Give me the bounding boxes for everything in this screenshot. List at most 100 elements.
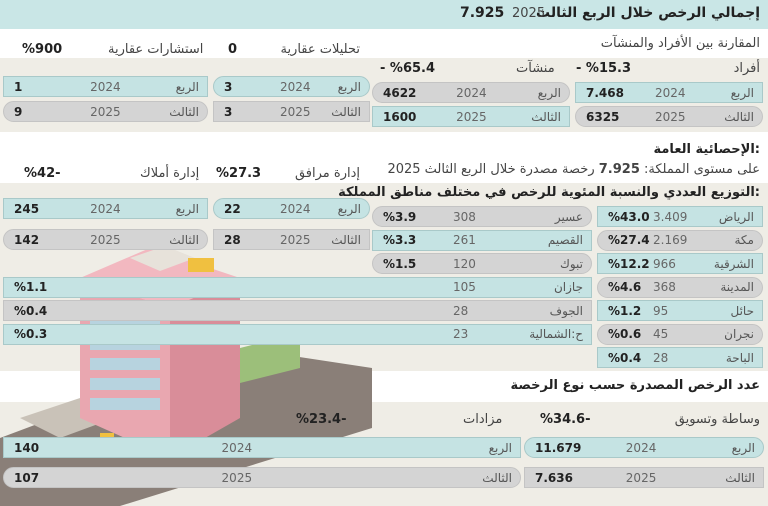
row-label: تبوك	[559, 256, 583, 271]
property-change: %42-	[24, 166, 61, 181]
row-value: 7.468	[586, 85, 624, 100]
individuals-label: أفراد	[733, 61, 760, 76]
general-prefix: على مستوى المملكة:	[644, 162, 760, 177]
building-illustration	[0, 246, 372, 506]
row-label: الربع	[537, 85, 561, 100]
header-band	[0, 0, 768, 29]
row-middle: 2025	[221, 470, 253, 485]
row-value: 6325	[586, 109, 620, 124]
region-row: حائل 95 %1.2	[597, 300, 763, 321]
analysis-row: الثالث 2025 3	[213, 101, 370, 122]
row-value: %12.2	[608, 256, 650, 271]
row-label: الربع	[730, 85, 754, 100]
row-middle: 2024	[625, 440, 657, 455]
row-middle: 308	[453, 209, 476, 224]
auctions-change: %23.4-	[296, 412, 347, 427]
region-row: الرياض 3.409 %43.0	[597, 206, 763, 227]
consulting-label: استشارات عقارية	[108, 42, 204, 57]
types-title: عدد الرخص المصدرة حسب نوع الرخصة	[510, 378, 760, 393]
row-label: مكة	[734, 233, 755, 247]
row-label: الثالث	[169, 232, 199, 247]
analysis-change: 0	[228, 42, 238, 57]
row-label: جازان	[553, 280, 583, 294]
facilities-row: الربع 2024 22	[213, 198, 370, 219]
row-label: الثالث	[331, 104, 361, 119]
row-middle: 120	[453, 256, 476, 271]
row-value: 1600	[383, 109, 417, 124]
row-label: حائل	[730, 303, 754, 318]
region-row: القصيم 261 %3.3	[372, 229, 592, 251]
row-label: ح:الشمالية	[529, 327, 583, 341]
row-middle: 2025	[279, 104, 311, 119]
row-label: الرياض	[718, 209, 754, 224]
establishments-change: - %65.4	[380, 61, 436, 76]
individuals-row: الثالث 2025 6325	[575, 106, 763, 127]
regions-title: التوزيع العددي والنسبة المئوية للرخص في …	[338, 185, 760, 200]
row-value: %4.6	[608, 280, 642, 294]
row-middle: 2024	[279, 201, 311, 216]
row-label: الربع	[175, 79, 199, 94]
row-label: الثالث	[331, 232, 361, 247]
general-line: على مستوى المملكة: 7.925 رخصة مصدرة خلال…	[387, 162, 760, 177]
row-middle: 23	[453, 327, 469, 341]
row-middle: 28	[453, 303, 469, 318]
auctions-label: مزادات	[463, 412, 503, 427]
row-label: الثالث	[531, 109, 561, 124]
row-value: 9	[14, 104, 23, 119]
row-value: %0.6	[608, 327, 642, 341]
analysis-row: الربع 2024 3	[213, 76, 370, 97]
row-middle: 105	[453, 280, 476, 294]
row-middle: 2024	[456, 85, 487, 100]
row-label: الربع	[175, 201, 199, 216]
row-value: 22	[224, 201, 241, 216]
row-middle: 966	[653, 256, 676, 271]
facilities-label: إدارة مرافق	[294, 166, 360, 181]
row-middle: 2024	[654, 85, 686, 100]
row-value: %43.0	[608, 209, 650, 224]
row-value: %0.4	[608, 350, 642, 365]
general-total: 7.925	[598, 162, 640, 177]
consulting-row: الربع 2024 1	[3, 76, 208, 97]
row-label: الباحة	[725, 350, 754, 365]
row-value: 28	[224, 232, 241, 247]
row-label: الثالث	[725, 470, 755, 485]
row-middle: 95	[653, 303, 669, 318]
row-middle: 2024	[90, 201, 121, 216]
region-row: مكة 2.169 %27.4	[597, 229, 763, 251]
brokerage-change: %34.6-	[540, 412, 591, 427]
row-label: الثالث	[169, 104, 199, 119]
row-value: %27.4	[608, 233, 650, 247]
comparison-title: المقارنة بين الأفراد والمنشآت	[600, 36, 760, 51]
consulting-change: %900	[22, 42, 63, 57]
row-value: %0.3	[14, 327, 48, 341]
facilities-row: الثالث 2025 28	[213, 229, 370, 250]
row-middle: 2025	[90, 232, 121, 247]
row-label: الربع	[488, 440, 512, 455]
row-value: 11.679	[535, 440, 582, 455]
general-suffix: رخصة مصدرة خلال الربع الثالث 2025	[387, 162, 595, 177]
property-row: الثالث 2025 142	[3, 229, 208, 250]
row-middle: 2025	[279, 232, 311, 247]
region-row: عسير 308 %3.9	[372, 206, 592, 227]
row-middle: 2024	[221, 440, 253, 455]
row-value: 7.636	[535, 470, 573, 485]
row-middle: 2025	[456, 109, 487, 124]
row-value: 4622	[383, 85, 417, 100]
row-value: %0.4	[14, 303, 48, 318]
individuals-row: الربع 2024 7.468	[575, 82, 763, 103]
establishments-label: منشآت	[516, 61, 555, 76]
brokerage-label: وساطة وتسويق	[674, 412, 760, 427]
region-row: المدينة 368 %4.6	[597, 276, 763, 298]
row-value: %1.1	[14, 280, 48, 294]
header-total: 7.925	[460, 5, 505, 21]
row-value: %3.3	[383, 233, 417, 247]
row-middle: 3.409	[653, 209, 688, 224]
row-label: الربع	[337, 79, 361, 94]
region-row: الباحة 28 %0.4	[597, 347, 763, 368]
row-label: الثالث	[724, 109, 754, 124]
row-value: 142	[14, 232, 40, 247]
page-title: إجمالي الرخص خلال الربع الثالث	[536, 5, 760, 21]
brokerage-row: الربع 2024 11.679	[524, 437, 764, 458]
region-row: نجران 45 %0.6	[597, 323, 763, 345]
header-year: 2025	[512, 6, 546, 21]
